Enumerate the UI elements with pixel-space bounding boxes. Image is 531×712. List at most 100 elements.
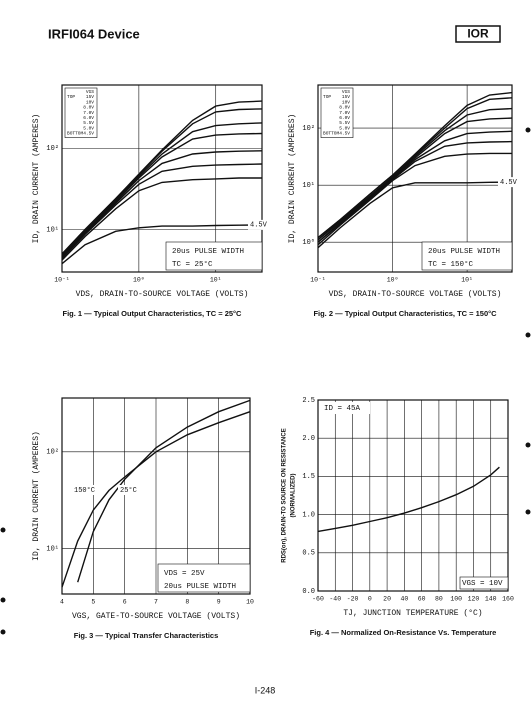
figure-caption: Fig. 2 — Typical Output Characteristics,…	[313, 309, 497, 318]
y-tick-label: 1.5	[302, 473, 315, 481]
figure-caption: Fig. 1 — Typical Output Characteristics,…	[63, 309, 243, 318]
legend-entry: 5.5V	[83, 120, 94, 126]
annotation-bg	[459, 576, 509, 590]
series-line	[61, 132, 263, 257]
annotation: 20us PULSE WIDTH	[172, 248, 244, 256]
punch-dot	[525, 442, 531, 448]
legend-entry: 5.0V	[83, 125, 94, 131]
series-label: 25°C	[120, 486, 137, 495]
label-bg	[248, 219, 272, 230]
y-axis-label: ID, DRAIN CURRENT (AMPERES)	[32, 431, 41, 561]
x-tick-label: -20	[347, 596, 359, 603]
y-tick-label: 10¹	[302, 182, 315, 190]
logo-box	[455, 25, 501, 43]
x-axis-label: VDS, DRAIN-TO-SOURCE VOLTAGE (VOLTS)	[76, 290, 249, 299]
x-tick-label: 140	[485, 596, 497, 603]
x-tick-label: 10⁰	[387, 277, 399, 284]
legend-entry: 7.0V	[83, 110, 94, 116]
legend-box	[320, 87, 354, 138]
legend-entry: 15V	[86, 94, 94, 100]
series-line	[317, 97, 513, 239]
annotation-box	[421, 241, 513, 271]
series-line	[317, 130, 513, 243]
legend-entry: 15V	[342, 94, 350, 100]
legend-entry: 8.0V	[83, 105, 94, 111]
legend-entry: 6.0V	[83, 115, 94, 121]
y-tick-label: 1.0	[302, 511, 315, 519]
series-line	[61, 411, 251, 588]
annotation-box	[165, 241, 263, 271]
figure-caption: Fig. 3 — Typical Transfer Characteristic…	[74, 631, 219, 640]
y-tick-label: 10²	[46, 449, 59, 457]
series-line	[61, 163, 263, 259]
series-label: 4.5V	[500, 179, 518, 187]
y-axis-label: (NORMALIZED)	[291, 474, 297, 518]
figure-caption: Fig. 4 — Normalized On-Resistance Vs. Te…	[310, 628, 497, 637]
legend-entry: 7.0V	[339, 110, 350, 116]
y-tick-label: 10¹	[46, 226, 59, 234]
legend-entry: 10V	[86, 99, 94, 105]
series-label: 150°C	[74, 486, 95, 495]
x-axis-label: VDS, DRAIN-TO-SOURCE VOLTAGE (VOLTS)	[329, 290, 502, 299]
x-tick-label: 8	[185, 599, 189, 606]
series-line	[61, 150, 263, 259]
punch-dot	[525, 127, 531, 133]
series-label: 4.5V	[250, 222, 268, 230]
series-line	[61, 122, 263, 256]
legend-bottom: BOTTOM	[323, 131, 340, 137]
annotation: TC = 150°C	[428, 260, 474, 269]
x-tick-label: 10⁻¹	[54, 277, 70, 284]
series-line	[61, 177, 262, 261]
legend-top: TOP	[67, 94, 75, 100]
annotation: ID = 45A	[324, 405, 361, 413]
x-tick-label: 40	[400, 596, 408, 603]
series-line	[317, 466, 500, 533]
y-tick-label: 0.5	[302, 550, 315, 558]
y-tick-label: 10²	[302, 125, 315, 133]
annotation-box	[157, 563, 251, 593]
y-tick-label: 2.5	[302, 397, 315, 405]
x-tick-label: 7	[154, 599, 158, 606]
annotation-bg	[322, 402, 370, 414]
x-tick-label: 9	[217, 599, 221, 606]
punch-dot	[0, 629, 6, 635]
x-tick-label: 80	[435, 596, 443, 603]
x-axis-label: TJ, JUNCTION TEMPERATURE (°C)	[343, 609, 482, 618]
x-axis-label: VGS, GATE-TO-SOURCE VOLTAGE (VOLTS)	[72, 612, 240, 621]
x-tick-label: 10	[246, 599, 254, 606]
logo: IOR	[467, 27, 489, 41]
y-tick-label: 10²	[46, 145, 59, 153]
x-tick-label: 120	[468, 596, 480, 603]
x-tick-label: 4	[60, 599, 64, 606]
y-tick-label: 0.0	[302, 588, 315, 596]
x-tick-label: 6	[123, 599, 127, 606]
chart: 4 5 6 7 8 9 10 10¹ 10² 150°C 25°C VDS = 25V 20us PUL…	[32, 397, 254, 640]
series-line	[317, 181, 513, 249]
legend-entry: 5.0V	[339, 125, 350, 131]
x-tick-label: 10⁰	[133, 277, 145, 284]
series-line	[317, 107, 513, 241]
legend-entry: 8.0V	[339, 105, 350, 111]
x-tick-label: -60	[312, 596, 324, 603]
chart: 10⁻¹ 10⁰ 10¹ 10⁰ 10¹ 10² 4.5V VGS15V10V8.0V7.0V…	[288, 84, 522, 318]
y-axis-label: ID, DRAIN CURRENT (AMPERES)	[32, 114, 41, 244]
x-tick-label: 0	[368, 596, 372, 603]
x-tick-label: 60	[418, 596, 426, 603]
legend-title: VGS	[342, 89, 350, 95]
y-tick-label: 10⁰	[302, 238, 315, 247]
x-tick-label: -40	[329, 596, 341, 603]
y-axis-label: RDS(on), DRAIN-TO SOURCE ON RESISTANCE	[282, 428, 288, 562]
x-tick-label: 10⁻¹	[310, 277, 326, 284]
punch-dot	[525, 509, 531, 515]
plot-frame	[317, 399, 509, 592]
y-tick-label: 2.0	[302, 435, 315, 443]
punch-dot	[0, 527, 6, 533]
series-line	[317, 117, 513, 241]
page-title: IRFI064 Device	[48, 26, 140, 41]
legend-entry: 4.5V	[339, 131, 350, 137]
page-number: I-248	[255, 685, 276, 695]
x-tick-label: 100	[450, 596, 462, 603]
x-tick-label: 10¹	[461, 277, 473, 284]
label-bg	[498, 177, 522, 188]
